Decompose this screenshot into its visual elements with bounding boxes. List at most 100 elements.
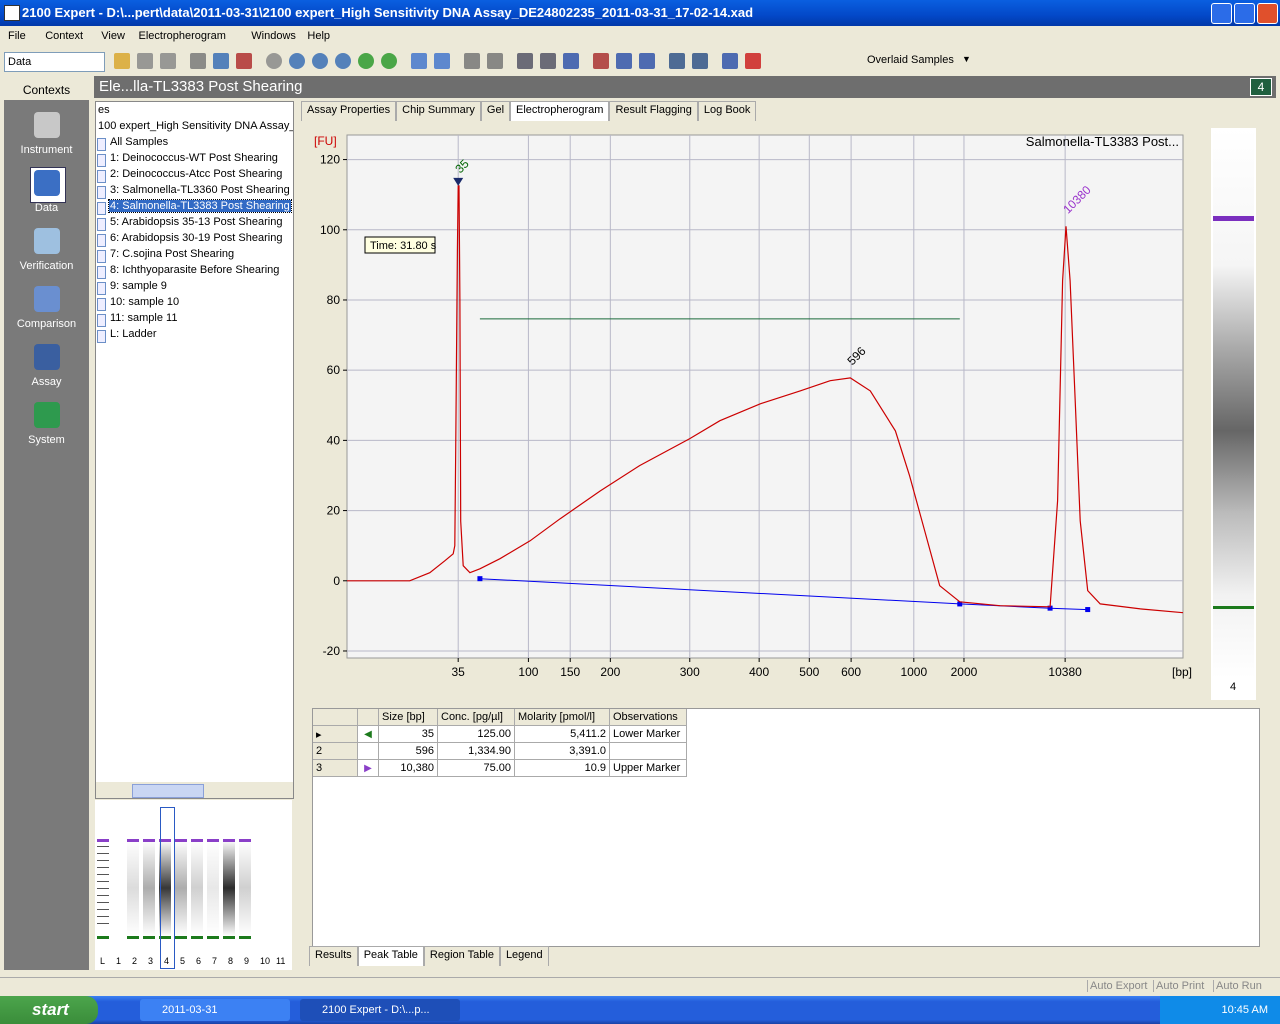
toolbar-button[interactable]	[266, 53, 282, 69]
close-button[interactable]	[1257, 3, 1278, 24]
context-icon[interactable]	[34, 402, 60, 428]
toolbar-button[interactable]	[722, 53, 738, 69]
y-axis-label: [FU]	[314, 134, 337, 148]
toolbar-button[interactable]	[487, 53, 503, 69]
tree-item[interactable]: All Samples	[110, 136, 169, 148]
context-icon[interactable]	[34, 112, 60, 138]
view-tab[interactable]: Log Book	[697, 101, 757, 121]
toolbar-button[interactable]	[540, 53, 556, 69]
context-icon[interactable]	[34, 170, 60, 196]
lane-label[interactable]: 8	[228, 956, 234, 966]
column-header[interactable]: Size [bp]	[378, 709, 438, 726]
tree-item[interactable]: 8: Ichthyoparasite Before Shearing	[110, 264, 280, 276]
tree-item[interactable]: 9: sample 9	[110, 280, 167, 292]
toolbar-button[interactable]	[434, 53, 450, 69]
context-label[interactable]: Assay	[31, 376, 62, 388]
tree-item[interactable]: 5: Arabidopsis 35-13 Post Shearing	[110, 216, 283, 228]
taskbar-button[interactable]: 2100 Expert - D:\...p...	[300, 999, 460, 1021]
tree-item[interactable]: es	[98, 104, 110, 116]
tree-item[interactable]: 2: Deinococcus-Atcc Post Shearing	[110, 168, 283, 180]
toolbar-button[interactable]	[593, 53, 609, 69]
table-row[interactable]: 3 ▶ 10,380 75.00 10.9 Upper Marker	[313, 759, 687, 777]
context-select[interactable]: Data	[4, 52, 105, 72]
context-icon[interactable]	[34, 344, 60, 370]
view-tab[interactable]: Assay Properties	[301, 101, 397, 121]
tree-item[interactable]: 7: C.sojina Post Shearing	[110, 248, 235, 260]
view-select[interactable]: Overlaid Samples	[867, 54, 954, 66]
column-header[interactable]: Conc. [pg/µl]	[437, 709, 515, 726]
view-tab[interactable]: Result Flagging	[609, 101, 698, 121]
tree-item[interactable]: 11: sample 11	[110, 312, 178, 324]
toolbar-button[interactable]	[236, 53, 252, 69]
menu-item[interactable]: Windows	[251, 30, 296, 42]
result-tab[interactable]: Legend	[499, 946, 549, 966]
toolbar-button[interactable]	[160, 53, 176, 69]
tree-item[interactable]: 4: Salmonella-TL3383 Post Shearing	[108, 199, 292, 213]
lane-label[interactable]: 9	[244, 956, 250, 966]
toolbar-button[interactable]	[411, 53, 427, 69]
lane-label[interactable]: 11	[276, 956, 286, 966]
toolbar-button[interactable]	[517, 53, 533, 69]
toolbar-button[interactable]	[616, 53, 632, 69]
lane-label[interactable]: 4	[164, 956, 170, 966]
toolbar-button[interactable]	[114, 53, 130, 69]
toolbar-button[interactable]	[289, 53, 305, 69]
lane-label[interactable]: 2	[132, 956, 138, 966]
tree-item[interactable]: 3: Salmonella-TL3360 Post Shearing	[110, 184, 290, 196]
menu-item[interactable]: Electropherogram	[138, 30, 226, 42]
table-row[interactable]: ▸ ◀ 35 125.00 5,411.2 Lower Marker	[313, 725, 687, 743]
minimize-button[interactable]	[1211, 3, 1232, 24]
result-tab[interactable]: Region Table	[423, 946, 500, 966]
menu-item[interactable]: Help	[307, 30, 331, 42]
toolbar-button[interactable]	[190, 53, 206, 69]
menu-item[interactable]: File	[8, 30, 26, 42]
column-header[interactable]: Molarity [pmol/l]	[514, 709, 610, 726]
toolbar-button[interactable]	[213, 53, 229, 69]
context-label[interactable]: Verification	[19, 260, 74, 272]
maximize-button[interactable]	[1234, 3, 1255, 24]
dropdown-arrow[interactable]: ▼	[962, 54, 971, 64]
toolbar-button[interactable]	[639, 53, 655, 69]
context-label[interactable]: Comparison	[16, 318, 77, 330]
result-tab[interactable]: Peak Table	[357, 946, 424, 966]
context-label[interactable]: System	[28, 434, 65, 446]
toolbar-button[interactable]	[464, 53, 480, 69]
start-button[interactable]: start	[0, 996, 98, 1024]
toolbar-button[interactable]	[669, 53, 685, 69]
context-icon[interactable]	[34, 286, 60, 312]
lane-label[interactable]: 7	[212, 956, 218, 966]
menu-item[interactable]: View	[101, 30, 125, 42]
view-tab[interactable]: Gel	[480, 101, 511, 121]
context-label[interactable]: Instrument	[20, 144, 73, 156]
column-header[interactable]: Observations	[609, 709, 687, 726]
toolbar-button[interactable]	[692, 53, 708, 69]
tree-item[interactable]: 6: Arabidopsis 30-19 Post Shearing	[110, 232, 283, 244]
context-icon[interactable]	[34, 228, 60, 254]
lane-label[interactable]: 6	[196, 956, 202, 966]
tree-item[interactable]: 10: sample 10	[110, 296, 180, 308]
toolbar-button[interactable]	[137, 53, 153, 69]
taskbar-button[interactable]: 2011-03-31	[140, 999, 290, 1021]
toolbar-button[interactable]	[335, 53, 351, 69]
result-tab[interactable]: Results	[309, 946, 358, 966]
toolbar-button[interactable]	[312, 53, 328, 69]
scroll-thumb[interactable]	[132, 784, 204, 798]
lane-label[interactable]: 5	[180, 956, 186, 966]
tree-item[interactable]: L: Ladder	[110, 328, 157, 340]
toolbar-button[interactable]	[745, 53, 761, 69]
table-row[interactable]: 2 596 1,334.90 3,391.0	[313, 742, 687, 760]
view-tab[interactable]: Electropherogram	[510, 101, 610, 121]
lane-label[interactable]: L	[100, 956, 106, 966]
lane-label[interactable]: 10	[260, 956, 271, 966]
lane-label[interactable]: 3	[148, 956, 154, 966]
tree-item[interactable]: 100 expert_High Sensitivity DNA Assay_	[98, 120, 294, 132]
toolbar-button[interactable]	[381, 53, 397, 69]
toolbar-button[interactable]	[358, 53, 374, 69]
context-label[interactable]: Data	[34, 202, 59, 214]
lane-label[interactable]: 1	[116, 956, 122, 966]
horizontal-scrollbar[interactable]	[96, 782, 293, 798]
menu-item[interactable]: Context	[45, 30, 84, 42]
tree-item[interactable]: 1: Deinococcus-WT Post Shearing	[110, 152, 278, 164]
view-tab[interactable]: Chip Summary	[396, 101, 481, 121]
toolbar-button[interactable]	[563, 53, 579, 69]
